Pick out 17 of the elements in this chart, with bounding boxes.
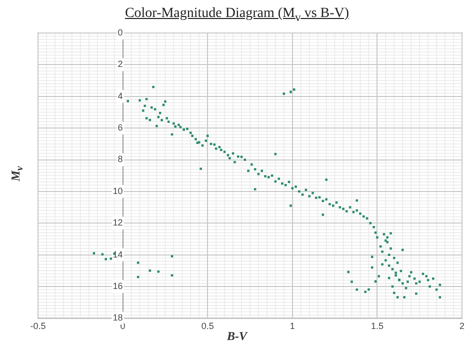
- y-tick-label: 14: [112, 249, 123, 260]
- x-axis-title: B-V: [226, 329, 247, 343]
- y-tick-label: 6: [118, 122, 123, 133]
- y-tick-label: 10: [112, 186, 123, 196]
- y-tick-label: 4: [118, 90, 123, 101]
- chart-title: Color-Magnitude Diagram (M$_{v}$ vs B-V): [124, 6, 350, 24]
- y-tick-label: 2: [118, 59, 123, 70]
- y-tick-label: 12: [112, 218, 123, 228]
- y-tick-label: 16: [112, 280, 123, 291]
- x-tick-label: 1.5: [370, 321, 384, 332]
- y-tick-label: 0: [118, 27, 123, 38]
- y-tick-label: 18: [112, 312, 123, 323]
- x-tick-label: 2: [459, 321, 465, 332]
- x-tick-label: -0.5: [30, 321, 46, 332]
- x-tick-label: 0.5: [201, 321, 214, 332]
- x-tick-label: 1: [290, 321, 295, 332]
- y-tick-label: 8: [118, 154, 123, 164]
